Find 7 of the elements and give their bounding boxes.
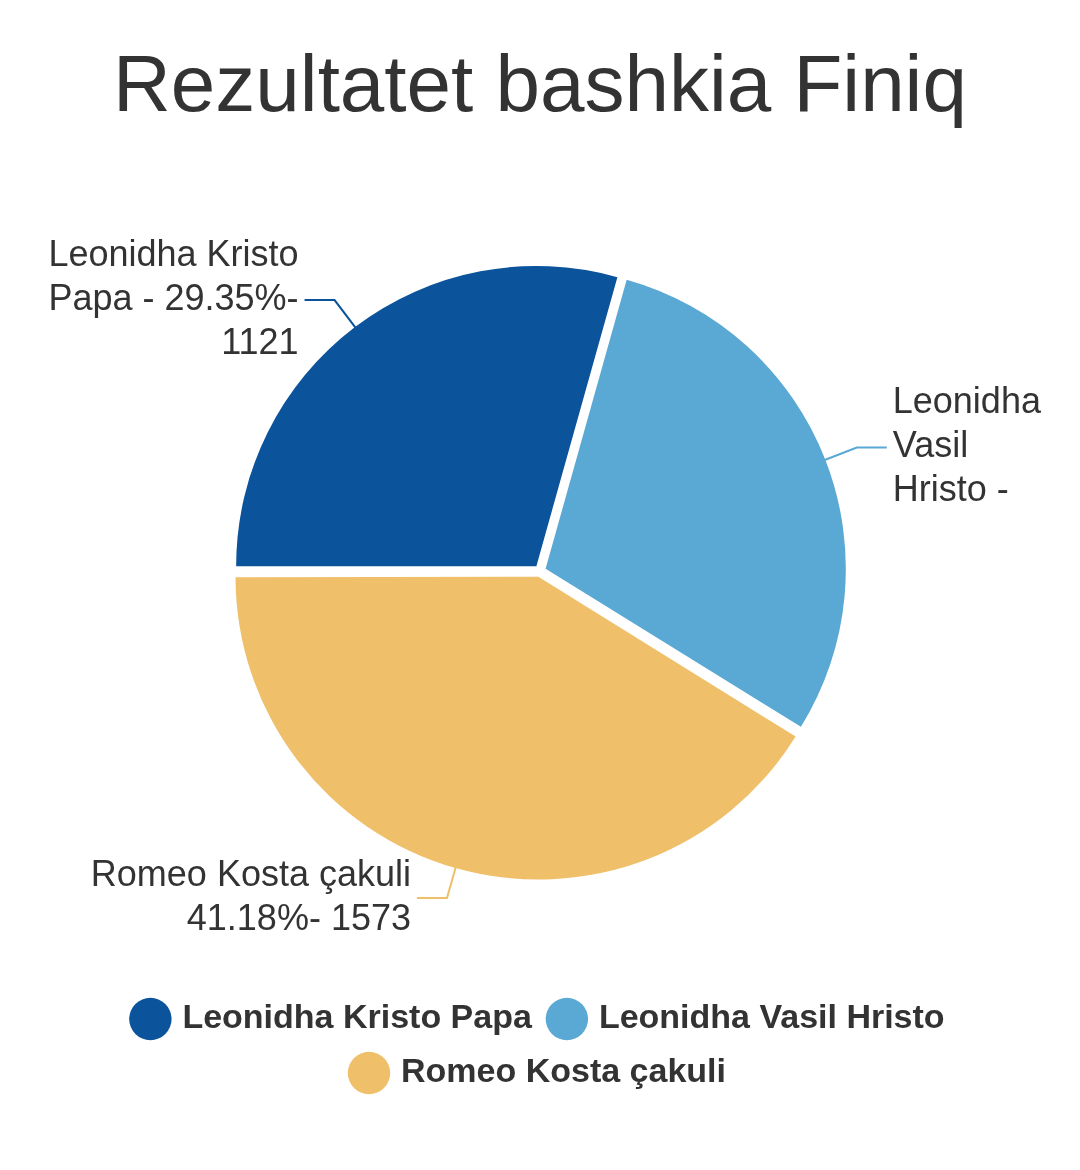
chart-title: Rezultatet bashkia Finiq <box>112 38 968 130</box>
legend-label: Romeo Kosta çakuli <box>401 1051 726 1090</box>
text: Romeo Kosta çakuli 41.18%- 1573 <box>90 852 411 938</box>
text: Leonidha Kristo Papa - 29.35%- 1121 <box>48 232 299 362</box>
legend-label: Leonidha Vasil Hristo <box>598 997 945 1036</box>
text: Leonidha Vasil Hristo - <box>892 380 1042 510</box>
legend-label: Leonidha Kristo Papa <box>182 997 533 1036</box>
